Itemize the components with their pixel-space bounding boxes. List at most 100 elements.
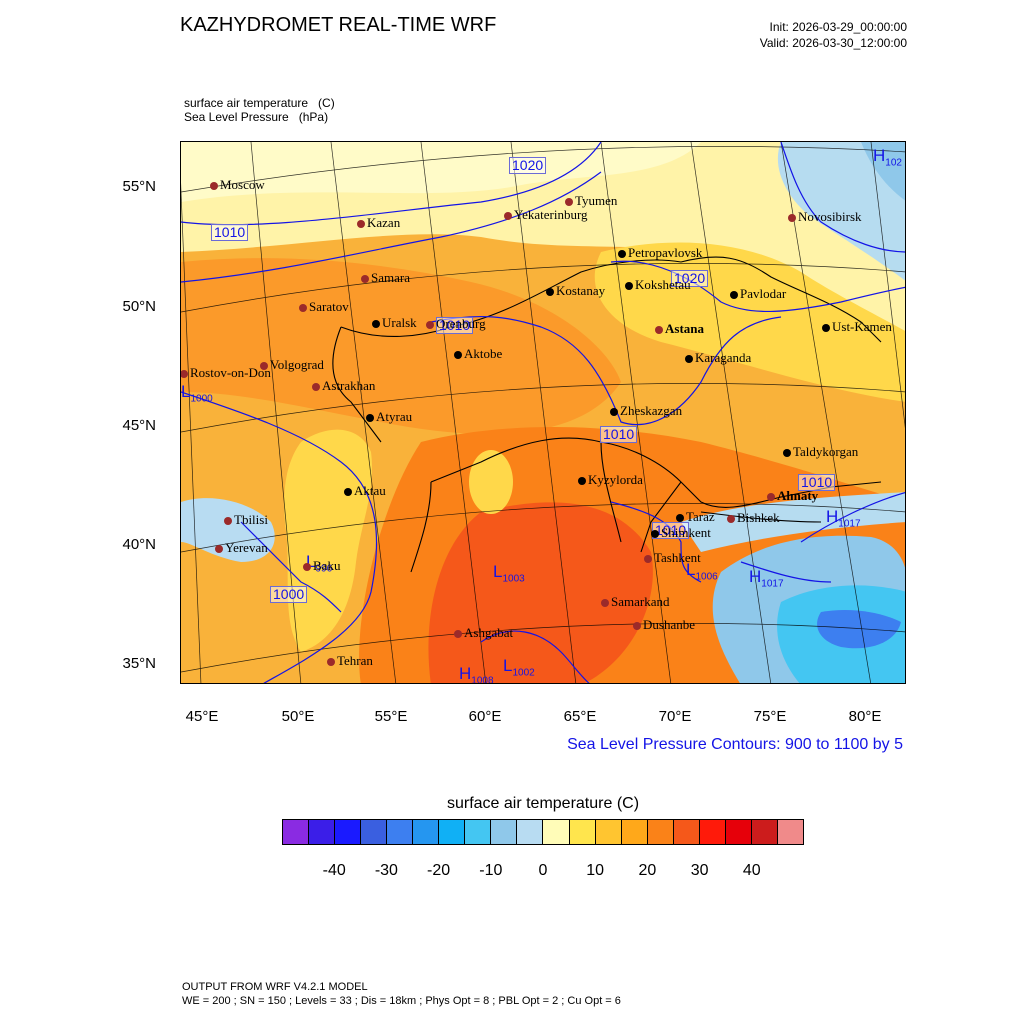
colorbar-swatch xyxy=(335,820,362,844)
pressure-center-value: 1008 xyxy=(471,675,494,684)
city-label: Zheskazgan xyxy=(620,403,683,418)
city-marker xyxy=(546,288,554,296)
city-marker xyxy=(454,351,462,359)
field-pressure: Sea Level Pressure (hPa) xyxy=(184,110,329,124)
colorbar-swatch xyxy=(491,820,518,844)
lon-tick: 60°E xyxy=(468,708,502,725)
lon-tick: 45°E xyxy=(185,708,219,725)
city-marker xyxy=(303,563,311,571)
colorbar-swatch xyxy=(465,820,492,844)
city-label: Volgograd xyxy=(270,357,324,372)
pressure-center: L1006 xyxy=(686,560,718,582)
pressure-label: 1010 xyxy=(798,474,836,491)
city-marker xyxy=(676,514,684,522)
pressure-center: H1008 xyxy=(459,664,494,684)
pressure-center-value: 1000 xyxy=(190,393,213,405)
colorbar-swatch xyxy=(621,820,648,844)
pressure-center-letter: L xyxy=(306,552,316,571)
city-marker xyxy=(767,493,775,501)
pressure-center-letter: L xyxy=(503,656,513,675)
pressure-center: L996 xyxy=(306,552,332,574)
footer: OUTPUT FROM WRF V4.2.1 MODEL WE = 200 ; … xyxy=(182,980,621,1008)
colorbar-swatch xyxy=(777,820,803,844)
weather-map: 1020 1010 1020 1010 1010 1010 1010 1000 … xyxy=(180,141,906,684)
pressure-center: H1017 xyxy=(826,507,861,529)
colorbar-title: surface air temperature (C) xyxy=(446,795,640,812)
city-label: Bishkek xyxy=(737,510,780,525)
colorbar-label: 20 xyxy=(638,862,657,879)
city-label: Ashgabat xyxy=(464,625,514,640)
pressure-label: 1010 xyxy=(652,522,690,539)
city-marker xyxy=(327,658,335,666)
pressure-center: L1000 xyxy=(181,382,213,404)
field-labels: surface air temperature (C) Sea Level Pr… xyxy=(184,96,335,124)
city-label: Orenburg xyxy=(436,316,486,331)
city-label: Kazan xyxy=(367,215,401,230)
city-label: Astana xyxy=(665,321,705,336)
city-label: Aktau xyxy=(354,483,386,498)
city-label: Samarkand xyxy=(611,594,670,609)
city-label: Moscow xyxy=(220,177,265,192)
lat-tick: 50°N xyxy=(122,298,156,315)
city-marker xyxy=(224,517,232,525)
pressure-center-value: 1017 xyxy=(838,518,861,530)
city-marker xyxy=(822,324,830,332)
city-marker xyxy=(651,530,659,538)
colorbar-swatch xyxy=(387,820,414,844)
city-marker xyxy=(361,275,369,283)
colorbar-swatch xyxy=(699,820,726,844)
field-temperature: surface air temperature (C) xyxy=(184,96,335,110)
init-time: Init: 2026-03-29_00:00:00 xyxy=(769,20,907,34)
colorbar-swatch xyxy=(569,820,596,844)
lat-tick: 55°N xyxy=(122,178,156,195)
pressure-center-value: 1006 xyxy=(695,571,718,583)
colorbar-swatch xyxy=(543,820,570,844)
city-marker xyxy=(426,321,434,329)
city-label: Ust-Kamen xyxy=(832,319,892,334)
city-marker xyxy=(372,320,380,328)
city-label: Petropavlovsk xyxy=(628,245,703,260)
lon-tick: 55°E xyxy=(374,708,408,725)
pressure-center-letter: L xyxy=(493,562,503,581)
city-marker xyxy=(644,555,652,563)
pressure-center-value: 1003 xyxy=(502,573,525,585)
lon-tick: 70°E xyxy=(658,708,692,725)
pressure-label: 1000 xyxy=(270,586,308,603)
city-label: Astrakhan xyxy=(322,378,376,393)
pressure-center-value: 1017 xyxy=(761,578,784,590)
colorbar-swatch xyxy=(413,820,440,844)
city-marker xyxy=(633,622,641,630)
city-marker xyxy=(730,291,738,299)
city-label: Novosibirsk xyxy=(798,209,862,224)
city-marker xyxy=(215,545,223,553)
city-marker xyxy=(181,370,188,378)
city-label: Shimkent xyxy=(661,525,711,540)
pressure-center: H1017 xyxy=(749,567,784,589)
pressure-center: H102 xyxy=(873,146,902,168)
city-marker xyxy=(578,477,586,485)
city-label: Samara xyxy=(371,270,410,285)
pressure-label: 1020 xyxy=(671,270,709,287)
city-marker xyxy=(299,304,307,312)
city-marker xyxy=(357,220,365,228)
pressure-center-letter: H xyxy=(826,507,839,526)
city-marker xyxy=(454,630,462,638)
city-marker xyxy=(655,326,663,334)
city-label: Saratov xyxy=(309,299,349,314)
colorbar-swatch xyxy=(595,820,622,844)
city-label: Uralsk xyxy=(382,315,417,330)
city-label: Pavlodar xyxy=(740,286,787,301)
city-label: Yerevan xyxy=(225,540,268,555)
city-label: Tehran xyxy=(337,653,373,668)
colorbar-label: -10 xyxy=(479,862,503,879)
colorbar-swatch xyxy=(673,820,700,844)
city-label: Aktobe xyxy=(464,346,503,361)
city-label: Almaty xyxy=(777,488,819,503)
city-marker xyxy=(504,212,512,220)
pressure-center-value: 102 xyxy=(885,157,902,169)
pressure-label: 1010 xyxy=(600,426,638,443)
colorbar-label: 40 xyxy=(742,862,761,879)
city-label: Yekaterinburg xyxy=(514,207,588,222)
colorbar-swatch xyxy=(283,820,310,844)
colorbar-swatch xyxy=(309,820,336,844)
